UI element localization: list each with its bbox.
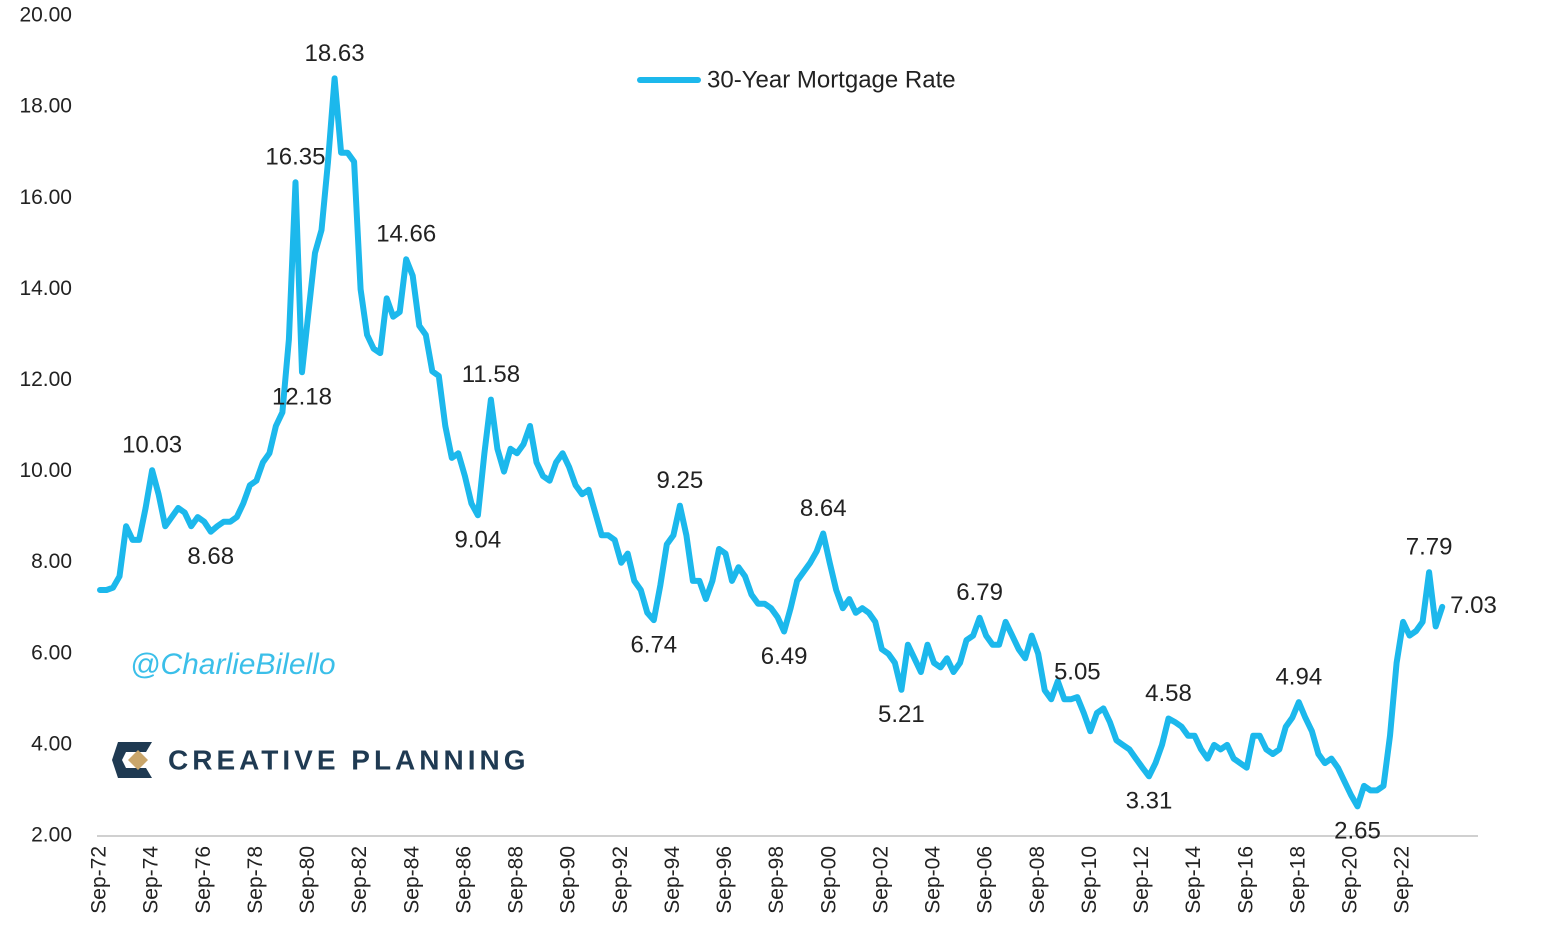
data-label: 7.03 bbox=[1450, 592, 1497, 619]
x-tick-label: Sep-18 bbox=[1286, 846, 1309, 914]
x-tick-label: Sep-04 bbox=[922, 846, 945, 914]
y-tick-label: 12.00 bbox=[19, 368, 72, 391]
data-label: 14.66 bbox=[376, 221, 436, 248]
x-tick-label: Sep-90 bbox=[557, 846, 580, 914]
data-label: 18.63 bbox=[305, 40, 365, 67]
x-tick-label: Sep-12 bbox=[1130, 846, 1153, 914]
data-label: 16.35 bbox=[265, 144, 325, 171]
x-tick-label: Sep-76 bbox=[192, 846, 215, 914]
logo-icon bbox=[112, 742, 152, 778]
data-label: 12.18 bbox=[272, 384, 332, 411]
y-tick-label: 4.00 bbox=[31, 732, 72, 755]
x-tick-label: Sep-82 bbox=[348, 846, 371, 914]
x-tick-label: Sep-14 bbox=[1182, 846, 1205, 914]
x-tick-label: Sep-96 bbox=[713, 846, 736, 914]
legend-label: 30-Year Mortgage Rate bbox=[707, 66, 956, 93]
x-tick-label: Sep-86 bbox=[452, 846, 475, 914]
data-label: 10.03 bbox=[122, 432, 182, 459]
data-label: 9.25 bbox=[657, 467, 704, 494]
x-tick-label: Sep-88 bbox=[505, 846, 528, 914]
data-label: 8.64 bbox=[800, 495, 847, 522]
x-tick-label: Sep-22 bbox=[1391, 846, 1414, 914]
y-tick-label: 14.00 bbox=[19, 277, 72, 300]
data-label: 5.21 bbox=[878, 701, 925, 728]
y-tick-label: 2.00 bbox=[31, 824, 72, 847]
x-tick-label: Sep-84 bbox=[400, 846, 423, 914]
x-tick-label: Sep-80 bbox=[296, 846, 319, 914]
data-label: 2.65 bbox=[1334, 818, 1381, 845]
data-label: 4.58 bbox=[1145, 680, 1192, 707]
y-tick-label: 20.00 bbox=[19, 4, 72, 27]
x-tick-label: Sep-94 bbox=[661, 846, 684, 914]
data-label: 6.74 bbox=[630, 631, 677, 658]
y-tick-label: 10.00 bbox=[19, 459, 72, 482]
x-tick-label: Sep-78 bbox=[244, 846, 267, 914]
y-tick-label: 16.00 bbox=[19, 186, 72, 209]
data-label: 6.79 bbox=[956, 579, 1003, 606]
x-tick-label: Sep-98 bbox=[765, 846, 788, 914]
data-label: 3.31 bbox=[1126, 788, 1173, 815]
y-tick-label: 6.00 bbox=[31, 641, 72, 664]
x-tick-label: Sep-08 bbox=[1026, 846, 1049, 914]
x-tick-label: Sep-06 bbox=[974, 846, 997, 914]
x-tick-label: Sep-10 bbox=[1078, 846, 1101, 914]
data-label: 9.04 bbox=[455, 527, 502, 554]
x-tick-label: Sep-02 bbox=[869, 846, 892, 914]
data-label: 4.94 bbox=[1275, 663, 1322, 690]
y-tick-label: 8.00 bbox=[31, 550, 72, 573]
x-tick-label: Sep-92 bbox=[609, 846, 632, 914]
x-tick-label: Sep-16 bbox=[1234, 846, 1257, 914]
x-tick-label: Sep-00 bbox=[817, 846, 840, 914]
x-tick-label: Sep-74 bbox=[140, 846, 163, 914]
logo-text: CREATIVE PLANNING bbox=[168, 744, 530, 775]
data-label: 11.58 bbox=[462, 361, 520, 388]
series-line bbox=[97, 75, 1446, 810]
x-tick-label: Sep-20 bbox=[1338, 846, 1361, 914]
data-label: 7.79 bbox=[1406, 534, 1453, 561]
data-label: 6.49 bbox=[761, 643, 808, 670]
data-label: 5.05 bbox=[1054, 658, 1101, 685]
y-tick-label: 18.00 bbox=[19, 95, 72, 118]
x-tick-label: Sep-72 bbox=[88, 846, 111, 914]
data-label: 8.68 bbox=[187, 543, 234, 570]
watermark: @CharlieBilello bbox=[130, 648, 336, 681]
